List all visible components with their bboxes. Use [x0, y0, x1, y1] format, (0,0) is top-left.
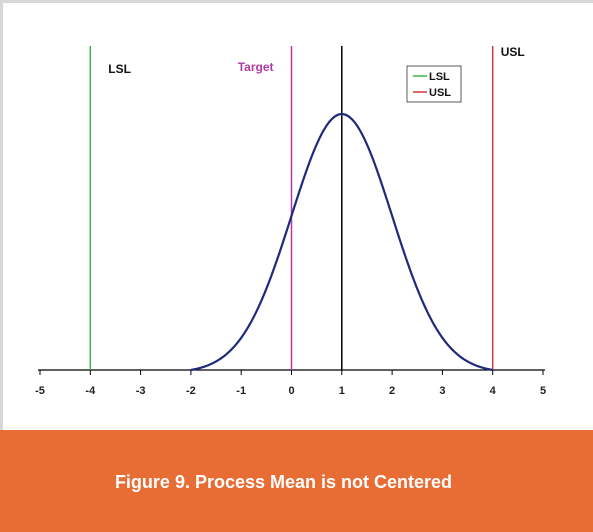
x-tick-label: 3 [439, 385, 445, 397]
x-tick-label: 4 [490, 385, 497, 397]
x-tick-label: 2 [389, 385, 395, 397]
legend-label-lsl: LSL [429, 71, 450, 83]
x-tick-label: -4 [85, 385, 96, 397]
x-tick-label: 5 [540, 385, 546, 397]
figure-caption: Figure 9. Process Mean is not Centered [114, 471, 453, 492]
x-tick-label: -3 [136, 385, 146, 397]
x-tick-label: -1 [236, 385, 246, 397]
legend-label-usl: USL [429, 87, 451, 99]
usl-label: USL [501, 45, 525, 59]
target-label: Target [238, 60, 274, 74]
process-chart: -5 -4 -3 -2 -1 0 1 2 3 4 5 LSL Target USL LSL USL [35, 45, 546, 397]
legend-box [406, 65, 462, 103]
lsl-label: LSL [108, 62, 131, 76]
caption-band: Figure 9. Process Mean is not Centered [0, 430, 593, 532]
x-tick-label: -2 [186, 385, 196, 397]
x-tick-label: 0 [288, 385, 294, 397]
distribution-curve [190, 112, 493, 372]
x-tick-label: -5 [35, 385, 45, 397]
x-tick-label: 1 [339, 385, 345, 397]
